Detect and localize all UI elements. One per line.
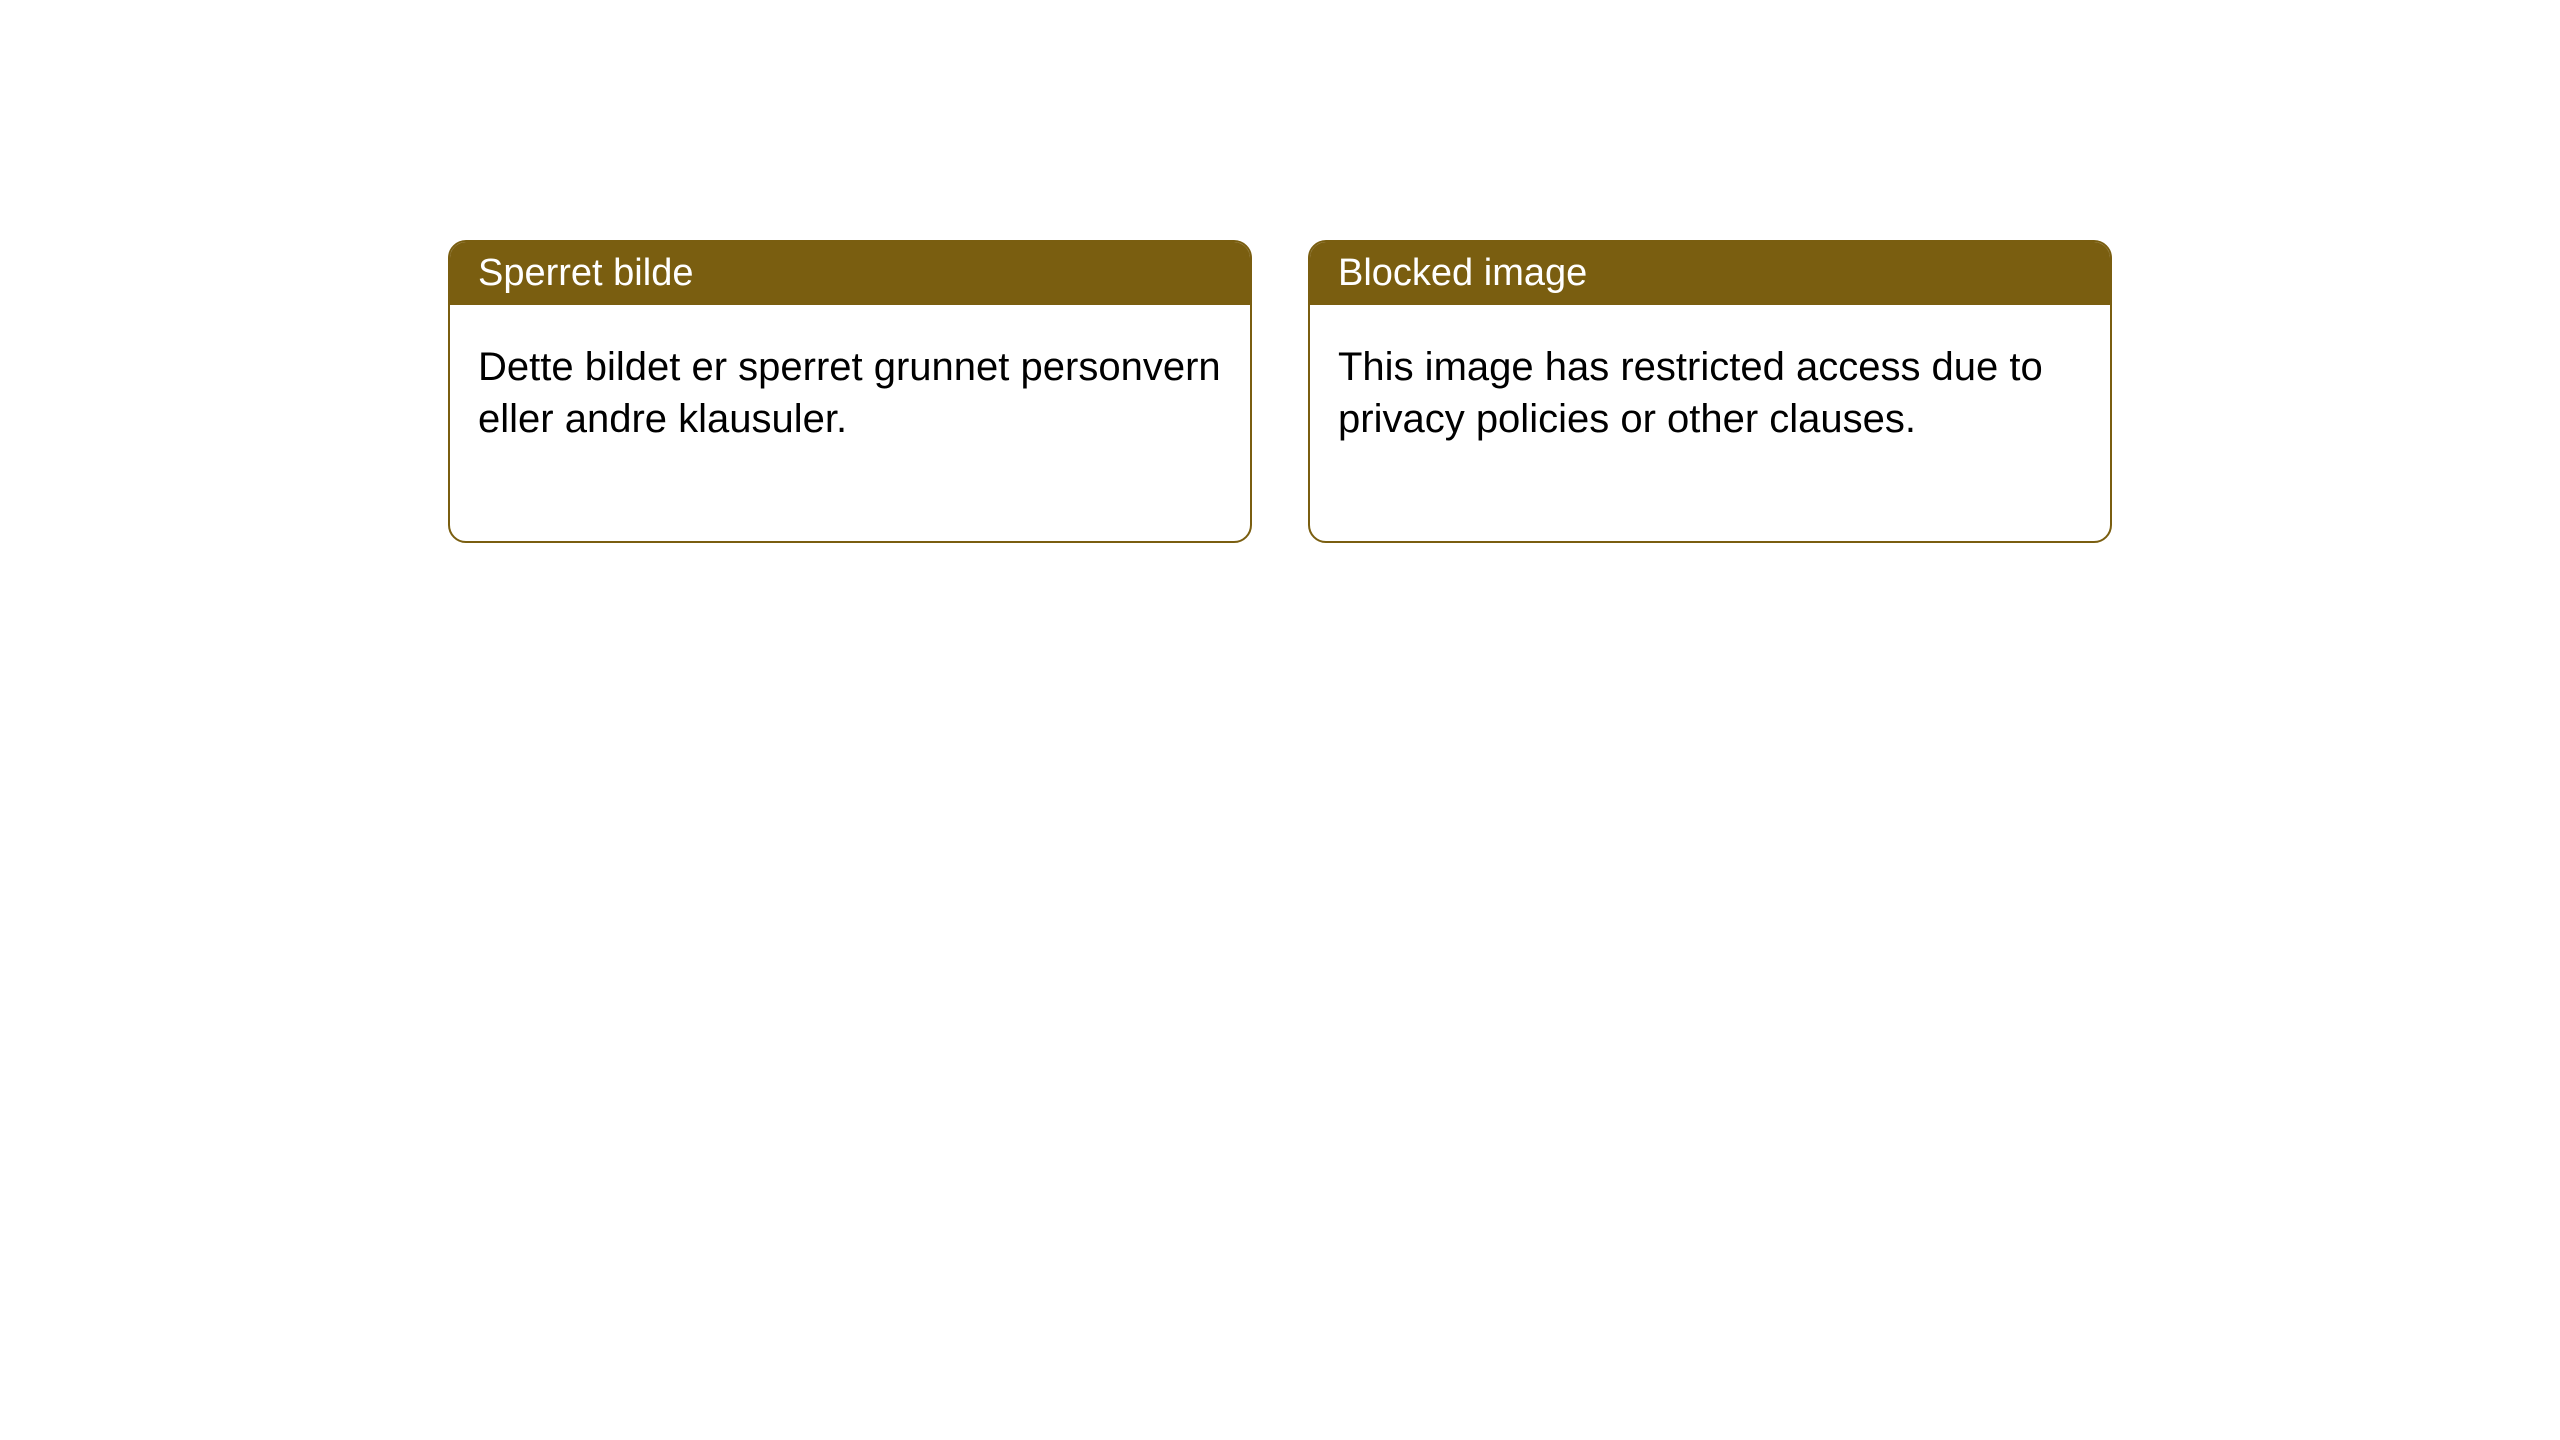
card-body: Dette bildet er sperret grunnet personve…	[450, 305, 1250, 541]
notice-card-norwegian: Sperret bilde Dette bildet er sperret gr…	[448, 240, 1252, 543]
card-body-text: Dette bildet er sperret grunnet personve…	[478, 345, 1221, 441]
notice-cards-container: Sperret bilde Dette bildet er sperret gr…	[0, 0, 2560, 543]
card-header: Sperret bilde	[450, 242, 1250, 305]
card-body: This image has restricted access due to …	[1310, 305, 2110, 541]
card-title: Sperret bilde	[478, 252, 693, 294]
card-title: Blocked image	[1338, 252, 1587, 294]
card-body-text: This image has restricted access due to …	[1338, 345, 2043, 441]
notice-card-english: Blocked image This image has restricted …	[1308, 240, 2112, 543]
card-header: Blocked image	[1310, 242, 2110, 305]
